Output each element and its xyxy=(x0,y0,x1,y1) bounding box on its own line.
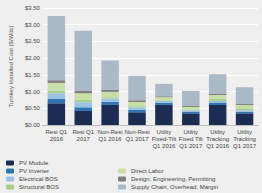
svg-text:Q1 2016: Q1 2016 xyxy=(206,143,230,149)
svg-text:Non-Resi: Non-Resi xyxy=(98,129,123,135)
svg-text:$1.50: $1.50 xyxy=(25,72,41,78)
svg-text:Utility: Utility xyxy=(210,129,225,135)
svg-text:Tracking: Tracking xyxy=(233,136,256,142)
svg-text:Q1 2017: Q1 2017 xyxy=(233,143,257,149)
svg-text:Design, Engineering, Permittin: Design, Engineering, Permitting xyxy=(131,176,215,182)
svg-text:Q1 2017: Q1 2017 xyxy=(179,143,203,149)
svg-text:Utility: Utility xyxy=(157,129,172,135)
svg-text:Structural BOS: Structural BOS xyxy=(19,184,59,190)
svg-text:Fixed Tilt: Fixed Tilt xyxy=(179,136,203,142)
svg-text:PV Inverter: PV Inverter xyxy=(19,168,49,174)
svg-text:Electrical BOS: Electrical BOS xyxy=(19,176,58,182)
svg-text:Resi Q1: Resi Q1 xyxy=(72,129,94,135)
svg-text:2016: 2016 xyxy=(50,136,64,142)
svg-text:$1.00: $1.00 xyxy=(25,89,41,95)
svg-text:$3.50: $3.50 xyxy=(25,5,41,11)
svg-text:$2.50: $2.50 xyxy=(25,38,41,44)
svg-text:$3.00: $3.00 xyxy=(25,22,41,28)
svg-text:Non-Resi: Non-Resi xyxy=(125,129,150,135)
svg-text:Resi Q1: Resi Q1 xyxy=(46,129,68,135)
svg-text:Q1 2017: Q1 2017 xyxy=(125,136,149,142)
svg-text:$0.00: $0.00 xyxy=(25,122,41,128)
svg-text:Tracking: Tracking xyxy=(206,136,229,142)
svg-text:$2.00: $2.00 xyxy=(25,55,41,61)
svg-text:Q1 2016: Q1 2016 xyxy=(99,136,123,142)
svg-text:Utility: Utility xyxy=(237,129,252,135)
svg-text:PV Module: PV Module xyxy=(19,160,49,166)
svg-text:Utility: Utility xyxy=(183,129,198,135)
svg-text:Direct Labor: Direct Labor xyxy=(131,168,164,174)
svg-text:Fixed-Tilt: Fixed-Tilt xyxy=(152,136,177,142)
svg-text:2017: 2017 xyxy=(77,136,91,142)
svg-text:Turnkey Installed Cost ($/Wdc): Turnkey Installed Cost ($/Wdc) xyxy=(8,25,14,107)
svg-text:Supply Chain, Overhead, Margin: Supply Chain, Overhead, Margin xyxy=(131,184,218,190)
svg-text:Q1 2016: Q1 2016 xyxy=(152,143,176,149)
svg-text:$0.50: $0.50 xyxy=(25,105,41,111)
